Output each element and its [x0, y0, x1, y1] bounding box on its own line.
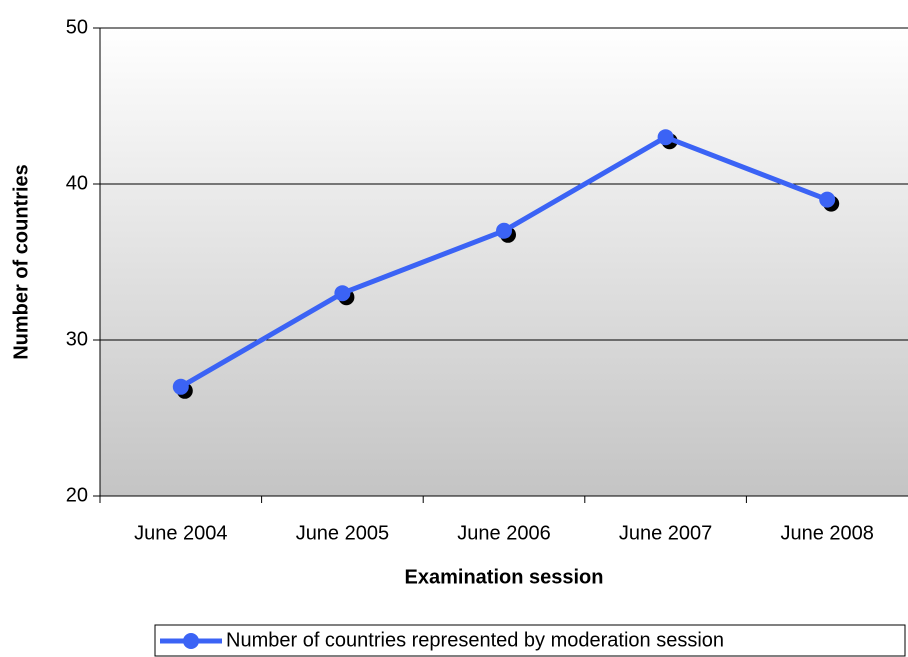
marker — [657, 129, 674, 146]
x-tick-label: June 2004 — [134, 522, 227, 544]
plot-area — [100, 28, 908, 496]
y-tick-label: 40 — [66, 172, 88, 194]
y-tick-label: 50 — [66, 16, 88, 38]
y-tick-label: 30 — [66, 328, 88, 350]
marker — [334, 285, 351, 302]
marker — [172, 378, 189, 395]
y-tick-label: 20 — [66, 484, 88, 506]
legend-marker — [183, 633, 199, 649]
legend-box — [154, 624, 906, 657]
legend-label: Number of countries represented by moder… — [226, 629, 724, 651]
marker — [819, 191, 836, 208]
x-tick-label: June 2006 — [457, 522, 550, 544]
x-axis-title: Examination session — [405, 566, 604, 588]
x-tick-label: June 2007 — [619, 522, 712, 544]
x-tick-label: June 2005 — [296, 522, 389, 544]
marker — [496, 222, 512, 239]
y-axis-title: Number of countries — [10, 164, 32, 360]
x-tick-label: June 2008 — [780, 522, 873, 544]
